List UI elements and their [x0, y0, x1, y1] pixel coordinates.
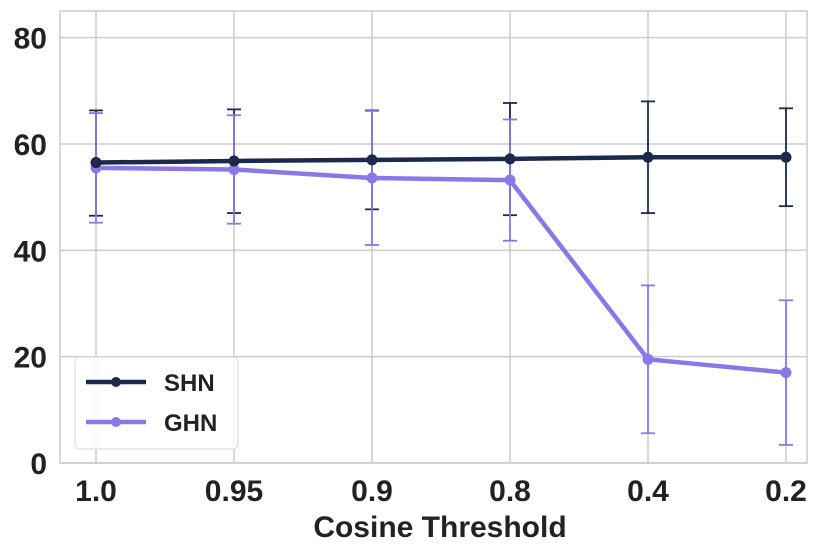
legend-label-shn: SHN	[164, 370, 215, 397]
shn-point	[90, 157, 102, 169]
y-tick-label: 60	[14, 129, 47, 162]
ghn-point	[504, 174, 516, 186]
x-tick-label: 0.9	[351, 475, 393, 508]
shn-point	[642, 151, 654, 163]
x-tick-label: 0.95	[205, 475, 263, 508]
shn-point	[228, 155, 240, 167]
y-tick-label: 80	[14, 23, 47, 56]
x-tick-label: 1.0	[75, 475, 117, 508]
y-tick-label: 20	[14, 342, 47, 375]
shn-point	[366, 154, 378, 166]
legend-marker-shn	[111, 377, 121, 387]
legend-marker-ghn	[111, 417, 121, 427]
x-axis-ticks: 1.0 0.95 0.9 0.8 0.4 0.2	[75, 475, 807, 508]
shn-point	[504, 153, 516, 165]
ghn-point	[642, 353, 654, 365]
x-axis-title: Cosine Threshold	[313, 511, 566, 544]
x-tick-label: 0.2	[765, 475, 807, 508]
ghn-point	[780, 367, 792, 379]
legend-label-ghn: GHN	[164, 410, 217, 437]
x-tick-label: 0.4	[627, 475, 669, 508]
legend: SHN GHN	[74, 356, 239, 450]
legend-entry-shn: SHN	[86, 370, 215, 397]
x-tick-label: 0.8	[489, 475, 531, 508]
legend-entry-ghn: GHN	[86, 410, 217, 437]
shn-line	[95, 154, 786, 165]
ghn-line	[95, 165, 787, 375]
shn-point	[780, 151, 792, 163]
y-tick-label: 0	[30, 448, 47, 481]
ghn-point	[228, 163, 240, 175]
series-lines	[90, 151, 792, 379]
plot-frame	[59, 10, 808, 464]
y-tick-label: 40	[14, 235, 47, 268]
ghn-point	[366, 172, 378, 184]
y-axis-ticks: 0 20 40 60 80	[14, 23, 47, 481]
